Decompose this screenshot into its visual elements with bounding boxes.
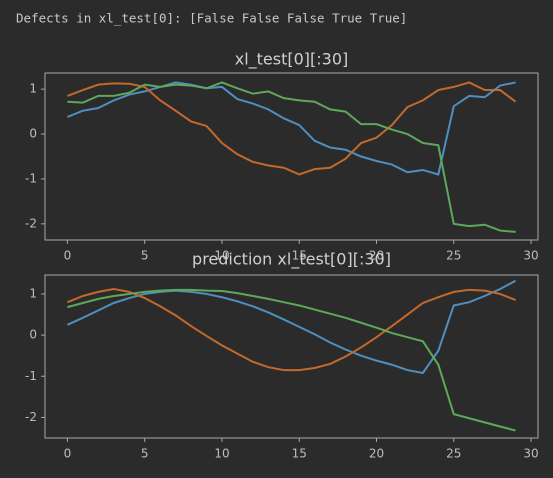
line-series: [67, 288, 516, 432]
axes-frame: [44, 274, 539, 439]
line-series: [67, 287, 516, 372]
y-tick-label: 1: [29, 82, 37, 96]
axes-frame: [44, 72, 539, 241]
y-tick-label: 1: [29, 286, 37, 300]
x-tick-label: 30: [523, 447, 538, 461]
x-tick-label: 10: [214, 447, 229, 461]
line-series: [67, 81, 516, 176]
chart-title: xl_test[0][:30]: [235, 50, 349, 70]
x-tick-label: 25: [446, 447, 461, 461]
x-tick-label: 5: [141, 447, 149, 461]
line-series: [67, 81, 516, 233]
x-tick-label: 20: [369, 447, 384, 461]
x-tick-label: 5: [141, 249, 149, 263]
y-tick-label: -1: [25, 369, 37, 383]
x-tick-label: 10: [214, 249, 229, 263]
y-tick-label: -2: [25, 410, 37, 424]
line-series: [66, 279, 517, 375]
y-tick-label: -2: [25, 216, 37, 230]
output-text: Defects in xl_test[0]: [False False Fals…: [16, 11, 407, 26]
y-tick-label: 0: [29, 127, 37, 141]
x-tick-label: 0: [64, 249, 72, 263]
x-tick-label: 15: [292, 249, 307, 263]
chart-title: prediction xl_test[0][:30]: [192, 250, 391, 270]
x-tick-label: 25: [446, 249, 461, 263]
y-tick-label: 0: [29, 328, 37, 342]
x-tick-label: 0: [64, 447, 72, 461]
x-tick-label: 30: [523, 249, 538, 263]
y-tick-label: -1: [25, 171, 37, 185]
x-tick-label: 15: [292, 447, 307, 461]
x-tick-label: 20: [369, 249, 384, 263]
